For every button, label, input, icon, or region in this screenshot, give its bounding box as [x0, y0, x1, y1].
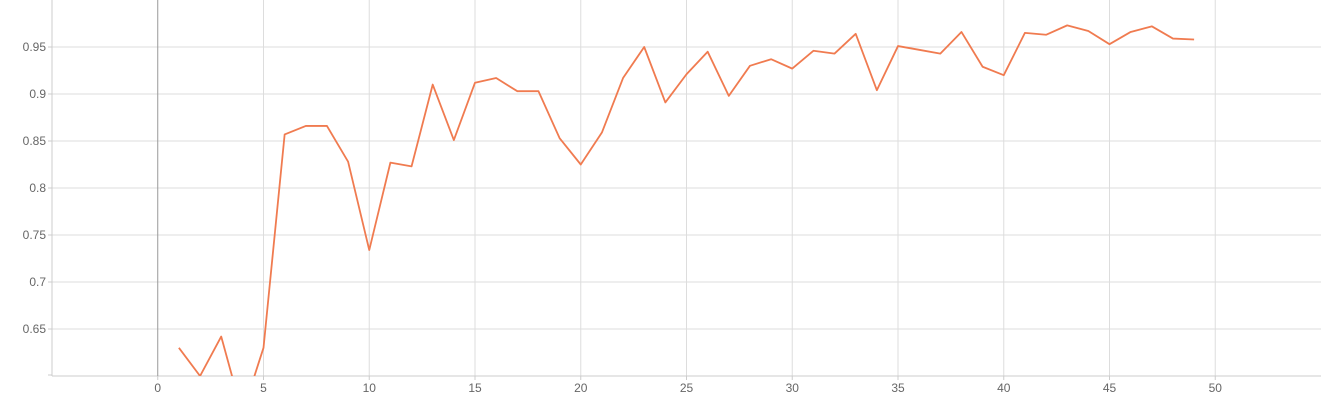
x-tick-label: 10 — [363, 381, 377, 395]
y-tick-label: 0.95 — [23, 40, 47, 54]
x-tick-label: 40 — [997, 381, 1011, 395]
x-tick-label: 35 — [891, 381, 905, 395]
series-layer — [178, 24, 1195, 376]
x-tick-label: 5 — [260, 381, 267, 395]
x-tick-label: 15 — [468, 381, 482, 395]
grid — [52, 0, 1321, 376]
tick-labels: 0.65 0.7 0.75 0.8 0.85 0.9 0.95 0 5 10 15 20 25 30 35 4… — [23, 40, 1223, 395]
x-tick-label: 30 — [786, 381, 800, 395]
x-tick-label: 0 — [154, 381, 161, 395]
axes — [48, 0, 1321, 380]
x-tick-label: 20 — [574, 381, 588, 395]
y-tick-label: 0.85 — [23, 134, 47, 148]
y-tick-label: 0.9 — [29, 87, 46, 101]
y-tick-label: 0.8 — [29, 181, 46, 195]
x-tick-label: 50 — [1209, 381, 1223, 395]
series-line — [178, 24, 1195, 376]
y-tick-label: 0.65 — [23, 322, 47, 336]
x-tick-label: 25 — [680, 381, 694, 395]
y-tick-label: 0.7 — [29, 275, 46, 289]
x-tick-label: 45 — [1103, 381, 1117, 395]
y-tick-label: 0.75 — [23, 228, 47, 242]
